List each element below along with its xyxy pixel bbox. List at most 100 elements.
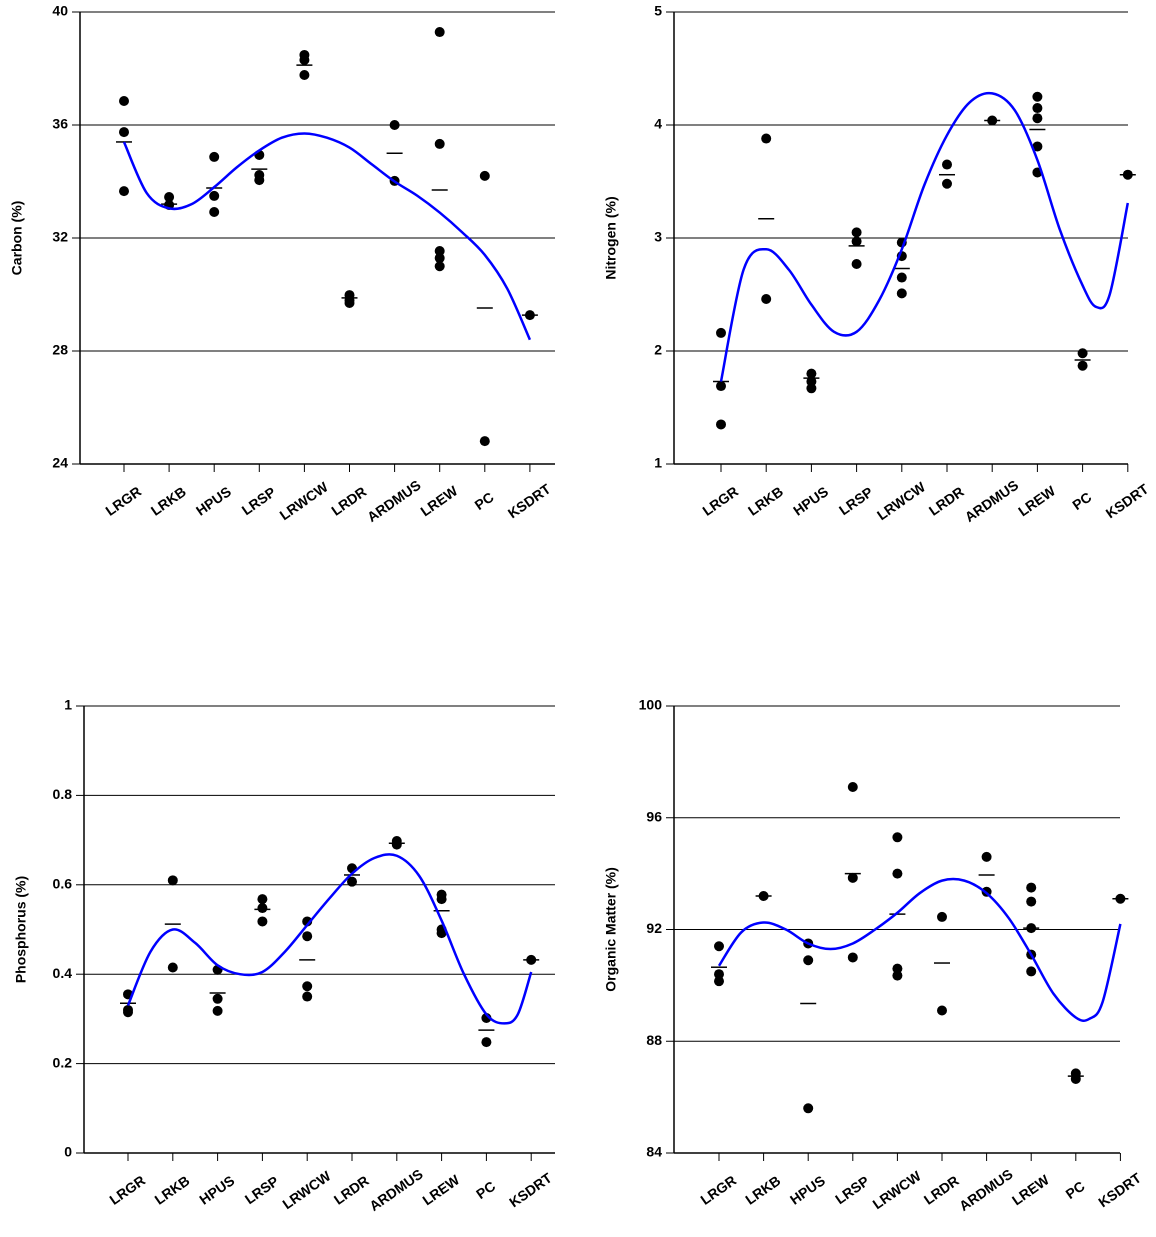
point bbox=[1032, 113, 1043, 124]
y-tick-label: 0.2 bbox=[53, 1054, 73, 1070]
point bbox=[1026, 966, 1037, 977]
x-tick-label: LRDR bbox=[328, 483, 369, 518]
x-tick-label: LRSP bbox=[242, 1173, 282, 1208]
x-tick-label: KSDRT bbox=[1103, 480, 1152, 521]
x-tick-label: LRGR bbox=[699, 483, 741, 519]
point bbox=[257, 916, 268, 927]
x-tick-label: LRGR bbox=[102, 483, 144, 519]
point bbox=[167, 875, 178, 886]
point bbox=[299, 55, 310, 66]
point bbox=[347, 876, 357, 887]
x-tick-label: KSDRT bbox=[1095, 1169, 1144, 1210]
point bbox=[851, 227, 862, 238]
point bbox=[716, 419, 726, 430]
y-axis-title: Phosphorus (%) bbox=[13, 876, 29, 983]
point bbox=[299, 69, 310, 80]
point bbox=[1032, 91, 1043, 102]
x-tick-label: PC bbox=[1063, 1178, 1088, 1202]
y-tick-label: 0.8 bbox=[53, 786, 73, 802]
y-tick-label: 40 bbox=[52, 3, 68, 19]
x-tick-label: LRWCW bbox=[870, 1167, 925, 1212]
point bbox=[806, 368, 817, 379]
x-tick-label: LRKB bbox=[742, 1172, 783, 1207]
x-tick-label: LRSP bbox=[239, 484, 279, 519]
y-tick-label: 84 bbox=[646, 1144, 662, 1160]
point bbox=[942, 178, 952, 189]
point bbox=[896, 272, 907, 283]
fit-curve bbox=[122, 132, 532, 341]
x-tick-label: ARDMUS bbox=[962, 477, 1022, 525]
point bbox=[391, 839, 402, 850]
point bbox=[803, 955, 814, 966]
point bbox=[892, 832, 903, 843]
point bbox=[302, 991, 313, 1002]
point bbox=[481, 1037, 492, 1048]
y-axis-title: Organic Matter (%) bbox=[603, 867, 619, 991]
x-tick-label: LREW bbox=[1015, 482, 1059, 519]
point bbox=[981, 851, 992, 862]
point bbox=[302, 931, 313, 942]
fit-curve bbox=[719, 91, 1130, 382]
y-tick-label: 24 bbox=[52, 455, 68, 471]
point bbox=[434, 138, 445, 149]
y-tick-label: 88 bbox=[646, 1032, 662, 1048]
y-tick-label: 92 bbox=[646, 920, 662, 936]
point bbox=[714, 941, 724, 952]
point bbox=[209, 207, 220, 218]
point bbox=[714, 976, 724, 987]
x-tick-label: HPUS bbox=[787, 1172, 828, 1207]
point bbox=[761, 133, 772, 144]
x-tick-label: HPUS bbox=[790, 483, 831, 518]
x-tick-label: LREW bbox=[1009, 1171, 1053, 1208]
x-tick-label: LREW bbox=[417, 482, 461, 519]
point bbox=[942, 159, 952, 170]
fit-curve bbox=[717, 877, 1122, 1022]
point bbox=[714, 969, 724, 980]
x-tick-label: LRSP bbox=[832, 1173, 872, 1208]
point bbox=[716, 381, 726, 392]
point bbox=[212, 993, 223, 1004]
x-tick-label: ARDMUS bbox=[956, 1166, 1016, 1214]
point bbox=[716, 327, 726, 338]
y-tick-label: 4 bbox=[654, 116, 662, 132]
point bbox=[257, 894, 268, 905]
point bbox=[434, 253, 445, 264]
y-tick-label: 0.6 bbox=[53, 876, 73, 892]
point bbox=[761, 294, 772, 305]
x-tick-label: PC bbox=[472, 489, 497, 513]
point bbox=[847, 872, 858, 883]
y-tick-label: 32 bbox=[52, 229, 68, 245]
point bbox=[892, 970, 903, 981]
point bbox=[1026, 882, 1037, 893]
point bbox=[209, 190, 220, 201]
point bbox=[344, 297, 355, 308]
x-tick-label: PC bbox=[473, 1178, 498, 1202]
x-tick-label: LREW bbox=[419, 1171, 463, 1208]
x-tick-label: LRWCW bbox=[279, 1167, 334, 1212]
point bbox=[1032, 141, 1043, 152]
x-tick-label: LRKB bbox=[148, 483, 189, 518]
point bbox=[1032, 103, 1043, 114]
point bbox=[479, 170, 490, 181]
x-tick-label: LRWCW bbox=[277, 478, 332, 523]
x-tick-label: HPUS bbox=[196, 1172, 237, 1207]
point bbox=[119, 127, 129, 138]
point bbox=[937, 1005, 947, 1016]
point bbox=[434, 261, 445, 272]
y-tick-label: 2 bbox=[654, 342, 662, 358]
y-axis-title: Carbon (%) bbox=[9, 201, 25, 276]
y-tick-label: 3 bbox=[654, 229, 662, 245]
point bbox=[851, 258, 862, 269]
y-tick-label: 0 bbox=[64, 1144, 72, 1160]
point bbox=[212, 1005, 223, 1016]
point bbox=[257, 903, 268, 914]
point bbox=[896, 288, 907, 299]
y-axis-title: Nitrogen (%) bbox=[603, 196, 619, 279]
y-tick-label: 0.4 bbox=[53, 965, 73, 981]
point bbox=[389, 120, 400, 130]
point bbox=[937, 911, 947, 922]
x-tick-label: LRKB bbox=[745, 483, 786, 518]
point bbox=[164, 192, 175, 203]
point bbox=[892, 963, 903, 974]
